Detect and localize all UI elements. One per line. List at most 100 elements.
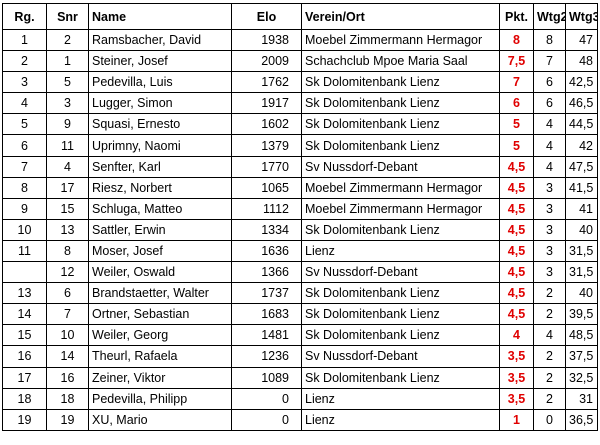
points-cell: 8	[499, 28, 534, 52]
club-cell: Schachclub Mpoe Maria Saal	[301, 50, 500, 73]
player-name-cell: Lugger, Simon	[88, 92, 232, 115]
tiebreak-3-cell: 42,5	[565, 71, 598, 94]
table-row: 9 15 Schluga, Matteo 1112 Moebel Zimmermann …	[2, 197, 598, 220]
player-name-cell: Weiler, Oswald	[88, 261, 232, 284]
tiebreak-2-cell: 2	[533, 387, 566, 410]
tiebreak-3-cell: 44,5	[565, 113, 598, 136]
table-row: 16 14 Theurl, Rafaela 1236 Sv Nussdorf-Deban…	[2, 345, 598, 368]
start-number-cell: 9	[46, 113, 89, 136]
rank-cell: 8	[2, 176, 47, 199]
player-name-cell: Schluga, Matteo	[88, 197, 232, 220]
club-cell: Sk Dolomitenbank Lienz	[301, 282, 500, 305]
start-number-cell: 12	[46, 261, 89, 284]
player-name-cell: Moser, Josef	[88, 239, 232, 263]
start-number-cell: 8	[46, 239, 89, 263]
start-number-cell: 5	[46, 71, 89, 94]
points-cell: 7	[499, 71, 534, 94]
rank-cell: 7	[2, 155, 47, 178]
tiebreak-2-cell: 3	[533, 239, 566, 263]
start-number-cell: 1	[46, 50, 89, 73]
start-number-cell: 16	[46, 366, 89, 389]
elo-cell: 1481	[231, 324, 302, 347]
tiebreak-3-cell: 46,5	[565, 92, 598, 115]
rank-cell: 17	[2, 366, 47, 389]
points-cell: 4,5	[499, 261, 534, 284]
table-row: 19 19 XU, Mario 0 Lienz 1 0 36,5	[2, 408, 598, 431]
points-cell: 1	[499, 408, 534, 431]
header-club: Verein/Ort	[301, 3, 500, 30]
table-row: 10 13 Sattler, Erwin 1334 Sk Dolomitenbank L…	[2, 218, 598, 241]
points-cell: 4,5	[499, 282, 534, 305]
table-row: 13 6 Brandstaetter, Walter 1737 Sk Dolomiten…	[2, 282, 598, 305]
table-row: 12 Weiler, Oswald 1366 Sv Nussdorf-Debant 4,…	[2, 261, 598, 284]
rank-cell: 5	[2, 113, 47, 136]
player-name-cell: Ortner, Sebastian	[88, 303, 232, 326]
player-name-cell: Brandstaetter, Walter	[88, 282, 232, 305]
club-cell: Sk Dolomitenbank Lienz	[301, 113, 500, 136]
tiebreak-2-cell: 4	[533, 113, 566, 136]
header-tiebreak-3: Wtg3	[565, 3, 598, 30]
tiebreak-3-cell: 47	[565, 28, 598, 52]
rank-cell	[2, 261, 47, 284]
elo-cell: 1112	[231, 197, 302, 220]
header-rank: Rg.	[2, 3, 47, 30]
player-name-cell: Zeiner, Viktor	[88, 366, 232, 389]
elo-cell: 1938	[231, 28, 302, 52]
start-number-cell: 14	[46, 345, 89, 368]
tiebreak-2-cell: 2	[533, 345, 566, 368]
table-row: 6 11 Uprimny, Naomi 1379 Sk Dolomitenbank Li…	[2, 134, 598, 157]
start-number-cell: 7	[46, 303, 89, 326]
tiebreak-2-cell: 6	[533, 71, 566, 94]
club-cell: Lienz	[301, 408, 500, 431]
table-row: 14 7 Ortner, Sebastian 1683 Sk Dolomitenbank…	[2, 303, 598, 326]
tiebreak-2-cell: 2	[533, 366, 566, 389]
club-cell: Moebel Zimmermann Hermagor	[301, 28, 500, 52]
points-cell: 6	[499, 92, 534, 115]
club-cell: Sk Dolomitenbank Lienz	[301, 92, 500, 115]
club-cell: Sv Nussdorf-Debant	[301, 261, 500, 284]
points-cell: 3,5	[499, 345, 534, 368]
standings-table: Rg. Snr Name Elo Verein/Ort Pkt. Wtg2 Wt…	[2, 3, 598, 431]
tiebreak-2-cell: 3	[533, 261, 566, 284]
start-number-cell: 4	[46, 155, 89, 178]
rank-cell: 16	[2, 345, 47, 368]
table-row: 18 18 Pedevilla, Philipp 0 Lienz 3,5 2 31	[2, 387, 598, 410]
table-row: 1 2 Ramsbacher, David 1938 Moebel Zimmermann…	[2, 28, 598, 52]
elo-cell: 1683	[231, 303, 302, 326]
table-row: 15 10 Weiler, Georg 1481 Sk Dolomitenbank Li…	[2, 324, 598, 347]
club-cell: Lienz	[301, 387, 500, 410]
tiebreak-3-cell: 40	[565, 282, 598, 305]
rank-cell: 18	[2, 387, 47, 410]
table-row: 4 3 Lugger, Simon 1917 Sk Dolomitenbank Lien…	[2, 92, 598, 115]
rank-cell: 13	[2, 282, 47, 305]
club-cell: Sk Dolomitenbank Lienz	[301, 303, 500, 326]
player-name-cell: Sattler, Erwin	[88, 218, 232, 241]
player-name-cell: Pedevilla, Luis	[88, 71, 232, 94]
tiebreak-3-cell: 31,5	[565, 239, 598, 263]
rank-cell: 9	[2, 197, 47, 220]
rank-cell: 3	[2, 71, 47, 94]
tiebreak-2-cell: 2	[533, 303, 566, 326]
tiebreak-3-cell: 40	[565, 218, 598, 241]
elo-cell: 0	[231, 408, 302, 431]
player-name-cell: Theurl, Rafaela	[88, 345, 232, 368]
start-number-cell: 13	[46, 218, 89, 241]
points-cell: 3,5	[499, 387, 534, 410]
rank-cell: 19	[2, 408, 47, 431]
rank-cell: 15	[2, 324, 47, 347]
tiebreak-2-cell: 0	[533, 408, 566, 431]
tiebreak-3-cell: 31,5	[565, 261, 598, 284]
header-start-number: Snr	[46, 3, 89, 30]
rank-cell: 1	[2, 28, 47, 52]
tiebreak-2-cell: 4	[533, 134, 566, 157]
start-number-cell: 6	[46, 282, 89, 305]
tiebreak-3-cell: 47,5	[565, 155, 598, 178]
player-name-cell: Uprimny, Naomi	[88, 134, 232, 157]
start-number-cell: 15	[46, 197, 89, 220]
header-name: Name	[88, 3, 232, 30]
rank-cell: 11	[2, 239, 47, 263]
player-name-cell: Senfter, Karl	[88, 155, 232, 178]
table-row: 2 1 Steiner, Josef 2009 Schachclub Mpoe Mari…	[2, 50, 598, 73]
tiebreak-3-cell: 42	[565, 134, 598, 157]
elo-cell: 2009	[231, 50, 302, 73]
